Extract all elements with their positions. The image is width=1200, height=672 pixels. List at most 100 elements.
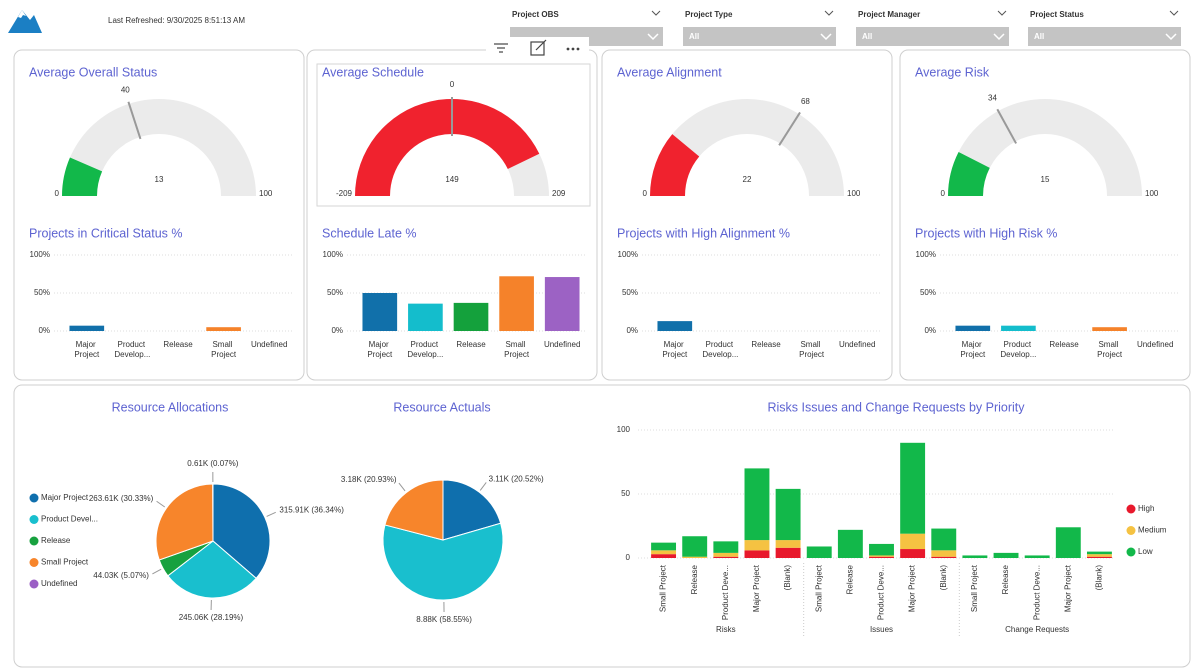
bar-segment xyxy=(744,550,770,558)
x-tick-label: Release xyxy=(163,340,193,349)
gauge-track xyxy=(650,99,844,196)
x-tick-label: Major Project xyxy=(752,564,761,612)
filter-chevron xyxy=(651,10,661,16)
pie-slice xyxy=(442,479,502,541)
bar xyxy=(1092,327,1127,331)
x-tick-label: Release xyxy=(751,340,781,349)
gauge-max-label: 100 xyxy=(847,189,861,198)
filter-icon[interactable] xyxy=(494,43,508,53)
legend-marker xyxy=(29,515,39,524)
bar-segment xyxy=(1086,554,1112,557)
logo-mountain xyxy=(8,10,42,33)
focus-icon[interactable] xyxy=(530,39,547,56)
more-icon[interactable] xyxy=(566,47,580,51)
x-tick-label: Small Project xyxy=(799,340,825,359)
dropdown-chevron xyxy=(993,33,1005,41)
x-tick-label: Major Project xyxy=(960,340,986,359)
x-tick-label: Release xyxy=(690,564,699,594)
y-tick-label: 100% xyxy=(30,250,50,259)
gauge-target xyxy=(778,111,801,146)
data-label: 44.03K (5.07%) xyxy=(93,571,149,580)
bar-segment xyxy=(869,543,894,556)
legend-marker xyxy=(29,493,39,503)
gauge-max-label: 100 xyxy=(259,189,273,198)
x-tick-label: (Blank) xyxy=(783,565,792,591)
group-label: Issues xyxy=(870,625,893,634)
x-tick-label: Product Develop... xyxy=(702,340,738,359)
gauge-max-label: 100 xyxy=(1145,189,1159,198)
legend-label: Low xyxy=(1138,547,1153,556)
x-tick-label: Release xyxy=(456,340,486,349)
data-label: 0.61K (0.07%) xyxy=(187,459,238,468)
gauge-max-label: 209 xyxy=(552,189,566,198)
legend-label: Small Project xyxy=(41,558,89,567)
gauge-min-label: 0 xyxy=(643,189,648,198)
x-tick-label: Undefined xyxy=(839,340,875,349)
y-tick-label: 50% xyxy=(622,288,638,297)
x-tick-label: Major Project xyxy=(662,340,688,359)
logo-snow xyxy=(18,10,26,18)
x-tick-label: Major Project xyxy=(908,564,917,612)
x-tick-label: Product Develop... xyxy=(114,340,150,359)
legend-marker xyxy=(29,579,39,589)
legend-marker xyxy=(1126,547,1136,557)
chart-title: Projects in Critical Status % xyxy=(29,226,183,240)
bar-segment xyxy=(1086,551,1112,555)
gauge-value: 15 xyxy=(1041,175,1050,184)
filter-dropdown[interactable] xyxy=(683,27,836,46)
chart-title: Projects with High Alignment % xyxy=(617,226,790,240)
bar-segment xyxy=(869,555,894,557)
x-tick-label: (Blank) xyxy=(1095,565,1104,591)
legend-label: Undefined xyxy=(41,579,77,588)
legend-label: Major Project xyxy=(41,493,89,502)
bar xyxy=(362,293,398,331)
group-label: Change Requests xyxy=(1005,625,1069,634)
x-tick-label: Release xyxy=(1049,340,1079,349)
filter-dropdown[interactable] xyxy=(1028,27,1181,46)
leader-line xyxy=(398,482,406,492)
bar-segment xyxy=(744,468,770,541)
gauge-target-label: 40 xyxy=(121,85,130,94)
gauge-fill xyxy=(355,98,540,196)
focus-frame xyxy=(316,63,591,207)
chart-title: Average Alignment xyxy=(617,65,722,79)
leader-line xyxy=(152,568,162,575)
bar xyxy=(499,276,534,331)
filter-value: All xyxy=(689,32,699,41)
filter-label: Project Manager xyxy=(858,10,920,19)
bar-segment xyxy=(837,529,863,558)
data-label: 245.06K (28.19%) xyxy=(179,613,244,622)
legend-marker xyxy=(1126,526,1136,535)
leader-line xyxy=(266,511,276,517)
x-tick-label: Product Deve... xyxy=(877,565,886,620)
legend-label: Product Devel... xyxy=(41,515,98,524)
x-tick-label: Small Project xyxy=(1097,340,1123,359)
filter-value: All xyxy=(862,32,872,41)
gauge-value: 22 xyxy=(743,175,752,184)
bar-segment xyxy=(651,554,677,558)
gauge-target-label: 68 xyxy=(801,97,810,106)
bar-segment xyxy=(713,552,739,557)
legend-label: High xyxy=(1138,504,1154,513)
bar-segment xyxy=(682,556,708,558)
x-tick-label: Small Project xyxy=(659,564,668,612)
y-tick-label: 100% xyxy=(618,250,638,259)
x-tick-label: Major Project xyxy=(74,340,100,359)
data-label: 8.88K (58.55%) xyxy=(416,615,472,624)
filter-dropdown[interactable] xyxy=(856,27,1009,46)
filter-value: All xyxy=(1034,32,1044,41)
dropdown-chevron xyxy=(820,33,832,41)
gauge-min-label: -209 xyxy=(336,189,353,198)
x-tick-label: Product Deve... xyxy=(721,565,730,620)
bar-segment xyxy=(651,542,677,551)
gauge-track xyxy=(62,99,256,196)
bar-segment xyxy=(651,550,677,555)
chart-title: Average Risk xyxy=(915,65,990,79)
bar-segment xyxy=(900,549,926,558)
data-label: 315.91K (36.34%) xyxy=(279,506,344,515)
logo xyxy=(8,10,42,33)
last-refreshed: Last Refreshed: 9/30/2025 8:51:13 AM xyxy=(108,16,245,25)
legend-label: Release xyxy=(41,536,71,545)
visual-toolbar xyxy=(486,37,589,61)
